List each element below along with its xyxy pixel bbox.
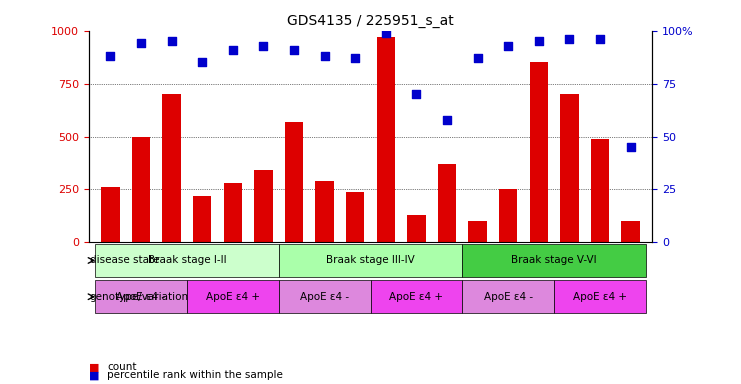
Title: GDS4135 / 225951_s_at: GDS4135 / 225951_s_at — [287, 14, 454, 28]
Point — [502, 43, 514, 49]
Bar — [560, 94, 579, 242]
Text: genotype/variation: genotype/variation — [90, 292, 189, 302]
Point — [411, 91, 422, 97]
Point — [196, 60, 208, 66]
Text: disease state: disease state — [90, 255, 159, 265]
FancyBboxPatch shape — [554, 280, 646, 313]
FancyBboxPatch shape — [95, 280, 187, 313]
Text: ■: ■ — [89, 370, 99, 380]
Point — [625, 144, 637, 150]
Bar — [193, 196, 211, 242]
Text: ApoE ε4 +: ApoE ε4 + — [206, 292, 260, 302]
Bar — [132, 137, 150, 242]
Point — [533, 38, 545, 45]
Text: ApoE ε4 -: ApoE ε4 - — [300, 292, 349, 302]
Bar — [285, 122, 303, 242]
FancyBboxPatch shape — [279, 244, 462, 277]
Text: ApoE ε4 -: ApoE ε4 - — [116, 292, 165, 302]
Bar — [468, 221, 487, 242]
Point — [288, 47, 300, 53]
Bar — [316, 181, 333, 242]
Point — [441, 116, 453, 122]
Text: count: count — [107, 362, 137, 372]
FancyBboxPatch shape — [462, 280, 554, 313]
Text: Braak stage I-II: Braak stage I-II — [147, 255, 226, 265]
Bar — [376, 37, 395, 242]
Point — [349, 55, 361, 61]
Bar — [499, 189, 517, 242]
Point — [135, 40, 147, 46]
Point — [472, 55, 484, 61]
Bar — [346, 192, 365, 242]
Bar — [162, 94, 181, 242]
Bar — [438, 164, 456, 242]
Text: Braak stage III-IV: Braak stage III-IV — [326, 255, 415, 265]
FancyBboxPatch shape — [187, 280, 279, 313]
Point — [166, 38, 178, 45]
Text: ■: ■ — [89, 362, 99, 372]
Bar — [622, 221, 639, 242]
Point — [227, 47, 239, 53]
Bar — [408, 215, 425, 242]
FancyBboxPatch shape — [462, 244, 646, 277]
Text: ApoE ε4 -: ApoE ε4 - — [484, 292, 533, 302]
Text: ApoE ε4 +: ApoE ε4 + — [573, 292, 627, 302]
Bar — [102, 187, 119, 242]
Bar — [530, 63, 548, 242]
Text: ApoE ε4 +: ApoE ε4 + — [390, 292, 443, 302]
Point — [563, 36, 575, 42]
FancyBboxPatch shape — [95, 244, 279, 277]
Point — [257, 43, 269, 49]
Text: Braak stage V-VI: Braak stage V-VI — [511, 255, 597, 265]
Point — [319, 53, 330, 59]
Point — [380, 30, 392, 36]
Point — [594, 36, 606, 42]
Bar — [224, 183, 242, 242]
Bar — [591, 139, 609, 242]
Text: percentile rank within the sample: percentile rank within the sample — [107, 370, 283, 380]
FancyBboxPatch shape — [279, 280, 370, 313]
FancyBboxPatch shape — [370, 280, 462, 313]
Point — [104, 53, 116, 59]
Bar — [254, 170, 273, 242]
